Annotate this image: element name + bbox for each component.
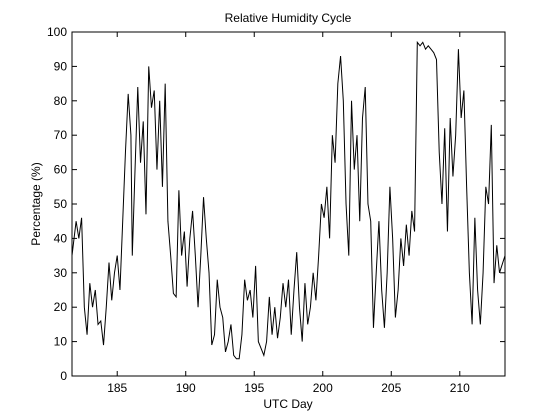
y-tick-label: 40 <box>54 231 68 245</box>
x-axis-label: UTC Day <box>263 397 312 411</box>
data-line <box>71 40 506 360</box>
x-tick-label: 185 <box>107 381 127 395</box>
x-tick-label: 195 <box>244 381 264 395</box>
x-tick-label: 205 <box>381 381 401 395</box>
y-tick-label: 0 <box>60 369 67 383</box>
chart-title: Relative Humidity Cycle <box>225 11 352 25</box>
x-tick-label: 210 <box>450 381 470 395</box>
y-tick-label: 10 <box>54 335 68 349</box>
x-tick-label: 200 <box>313 381 333 395</box>
y-axis-label: Percentage (%) <box>29 162 43 245</box>
y-tick-label: 100 <box>47 25 67 39</box>
x-tick-label: 190 <box>176 381 196 395</box>
y-tick-label: 50 <box>54 197 68 211</box>
y-tick-label: 30 <box>54 266 68 280</box>
y-tick-label: 60 <box>54 163 68 177</box>
y-tick-label: 20 <box>54 300 68 314</box>
y-tick-label: 80 <box>54 94 68 108</box>
y-tick-label: 70 <box>54 128 68 142</box>
y-tick-label: 90 <box>54 59 68 73</box>
